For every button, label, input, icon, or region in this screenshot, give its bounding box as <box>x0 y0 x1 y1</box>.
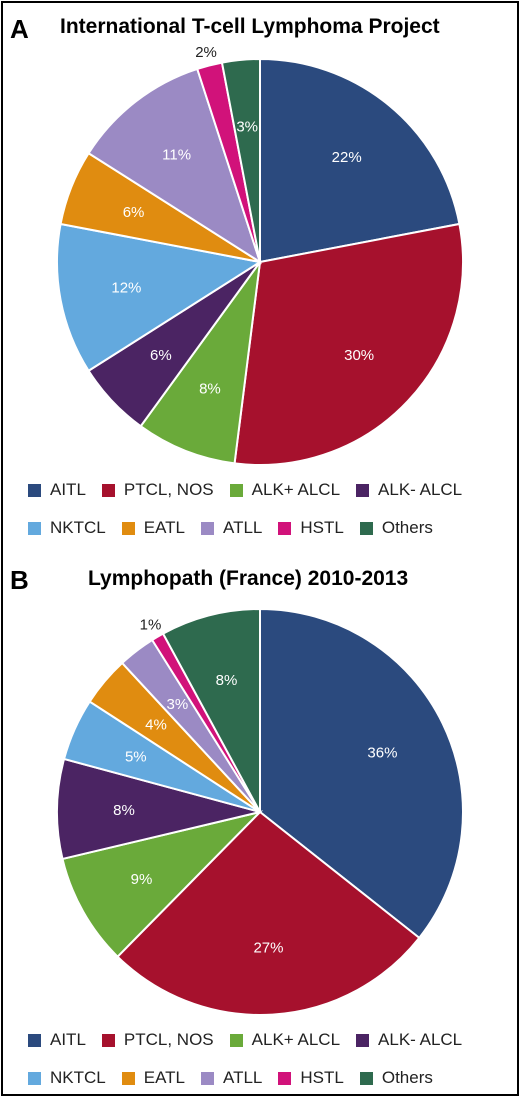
pie-1-label-3: 8% <box>113 802 135 819</box>
pie-0-slice-1 <box>233 222 464 466</box>
legend-0-swatch-5 <box>121 521 135 535</box>
pie-0-label-5: 6% <box>123 204 145 221</box>
panel-b-letter: B <box>10 565 29 595</box>
legend-1-swatch-0 <box>28 1033 41 1047</box>
legend-0-label-7: HSTL <box>300 518 344 537</box>
pie-1-label-6: 3% <box>166 696 188 713</box>
panel-a-title: International T-cell Lymphoma Project <box>60 15 440 38</box>
legend-1-row: NKTCL EATL ATLL HSTL Others <box>28 1066 508 1090</box>
legend-0-item-5: EATL <box>121 518 185 538</box>
legend-1-label-0: AITL <box>50 1030 86 1049</box>
legend-1-label-4: NKTCL <box>50 1068 106 1087</box>
legend-0-item-2: ALK+ ALCL <box>229 480 341 500</box>
legend-0-swatch-3 <box>356 483 370 497</box>
pie-0-label-8: 3% <box>236 119 258 136</box>
pie-0-slice-4 <box>56 222 263 373</box>
pie-1-slice-1 <box>116 810 421 1016</box>
pie-1-label-5: 4% <box>145 716 167 733</box>
legend-0-label-6: ATLL <box>223 518 263 537</box>
legend-0-label-8: Others <box>381 518 433 537</box>
pie-chart-a: 22% 30% 8% 6% 12% 6% 11% 2% 3% <box>56 44 464 466</box>
legend-0-item-7: HSTL <box>278 518 344 538</box>
pie-1-label-8: 8% <box>216 672 238 689</box>
pie-0-slice-0 <box>259 57 461 264</box>
legend-0-swatch-1 <box>101 483 115 497</box>
legend-1-label-5: EATL <box>143 1068 185 1087</box>
legend-1-label-8: Others <box>381 1068 433 1087</box>
pie-0-slice-2 <box>139 261 261 465</box>
pie-0-label-4: 12% <box>111 279 141 296</box>
legend-1-label-1: PTCL, NOS <box>123 1030 214 1049</box>
legend-1-row: AITL PTCL, NOS ALK+ ALCL ALK- ALCL <box>28 1028 508 1052</box>
pie-0-label-6: 11% <box>162 147 191 164</box>
legend-1-item-2: ALK+ ALCL <box>229 1030 341 1050</box>
legend-0-label-2: ALK+ ALCL <box>251 480 341 499</box>
legend-1-swatch-2 <box>229 1033 243 1047</box>
pie-1-slice-8 <box>161 607 261 813</box>
legend-1-label-2: ALK+ ALCL <box>251 1030 341 1049</box>
legend-0-label-1: PTCL, NOS <box>123 480 214 499</box>
pie-0-label-3: 6% <box>150 347 172 364</box>
pie-1-label-0: 36% <box>367 745 397 762</box>
legend-1-swatch-6 <box>201 1071 214 1085</box>
legend-0-item-6: ATLL <box>201 518 262 538</box>
pie-1-slice-3 <box>56 757 261 861</box>
pie-0-label-0: 22% <box>332 149 362 166</box>
legend-0-row: NKTCL EATL ATLL HSTL Others <box>28 516 508 540</box>
legend-1-swatch-5 <box>121 1071 135 1085</box>
legend-b: AITL PTCL, NOS ALK+ ALCL ALK- ALCL NKTCL EATL… <box>28 1028 508 1104</box>
pie-0-label-1: 30% <box>344 347 374 364</box>
legend-0-label-5: EATL <box>143 518 185 537</box>
legend-0-swatch-7 <box>278 521 292 535</box>
panel-a-letter: A <box>10 14 29 44</box>
pie-1-slice-0 <box>259 607 464 940</box>
panel-b-title: Lymphopath (France) 2010-2013 <box>88 567 409 590</box>
legend-0-swatch-2 <box>229 483 243 497</box>
legend-0-swatch-0 <box>28 483 41 497</box>
legend-1-swatch-4 <box>28 1071 41 1085</box>
legend-1-item-1: PTCL, NOS <box>101 1030 214 1050</box>
legend-1-item-5: EATL <box>121 1068 185 1088</box>
legend-0-label-0: AITL <box>50 480 86 499</box>
pie-0-label-2: 8% <box>199 380 221 397</box>
pie-chart-b: 36% 27% 9% 8% 5% 4% 3% 1% 8% <box>56 607 464 1016</box>
legend-0-row: AITL PTCL, NOS ALK+ ALCL ALK- ALCL <box>28 478 508 502</box>
legend-0-swatch-4 <box>28 521 41 535</box>
pie-0-label-7: 2% <box>195 44 217 61</box>
legend-1-swatch-3 <box>356 1033 370 1047</box>
legend-0-item-1: PTCL, NOS <box>101 480 214 500</box>
legend-0-label-3: ALK- ALCL <box>378 480 463 499</box>
pie-1-label-4: 5% <box>125 749 147 766</box>
pie-1-label-2: 9% <box>131 871 153 888</box>
legend-1-item-3: ALK- ALCL <box>356 1030 462 1050</box>
legend-1-label-7: HSTL <box>300 1068 344 1087</box>
pie-0-slice-6 <box>87 67 262 265</box>
pie-1-label-1: 27% <box>253 940 283 957</box>
legend-1-item-0: AITL <box>28 1030 86 1050</box>
legend-a: AITL PTCL, NOS ALK+ ALCL ALK- ALCL NKTCL EATL… <box>28 478 508 554</box>
legend-1-label-3: ALK- ALCL <box>378 1030 463 1049</box>
legend-0-item-0: AITL <box>28 480 86 500</box>
legend-0-item-8: Others <box>359 518 433 538</box>
legend-0-item-4: NKTCL <box>28 518 106 538</box>
legend-1-item-6: ATLL <box>201 1068 262 1088</box>
legend-1-swatch-7 <box>278 1071 292 1085</box>
legend-1-swatch-8 <box>359 1071 373 1085</box>
pie-1-label-7: 1% <box>140 617 162 634</box>
legend-0-swatch-6 <box>201 521 214 535</box>
legend-0-item-3: ALK- ALCL <box>356 480 462 500</box>
legend-1-item-8: Others <box>359 1068 433 1088</box>
legend-1-item-7: HSTL <box>278 1068 344 1088</box>
legend-0-label-4: NKTCL <box>50 518 106 537</box>
legend-1-item-4: NKTCL <box>28 1068 106 1088</box>
legend-1-label-6: ATLL <box>223 1068 263 1087</box>
legend-0-swatch-8 <box>359 521 373 535</box>
pie-0-slice-8 <box>220 57 261 263</box>
legend-1-swatch-1 <box>101 1033 115 1047</box>
